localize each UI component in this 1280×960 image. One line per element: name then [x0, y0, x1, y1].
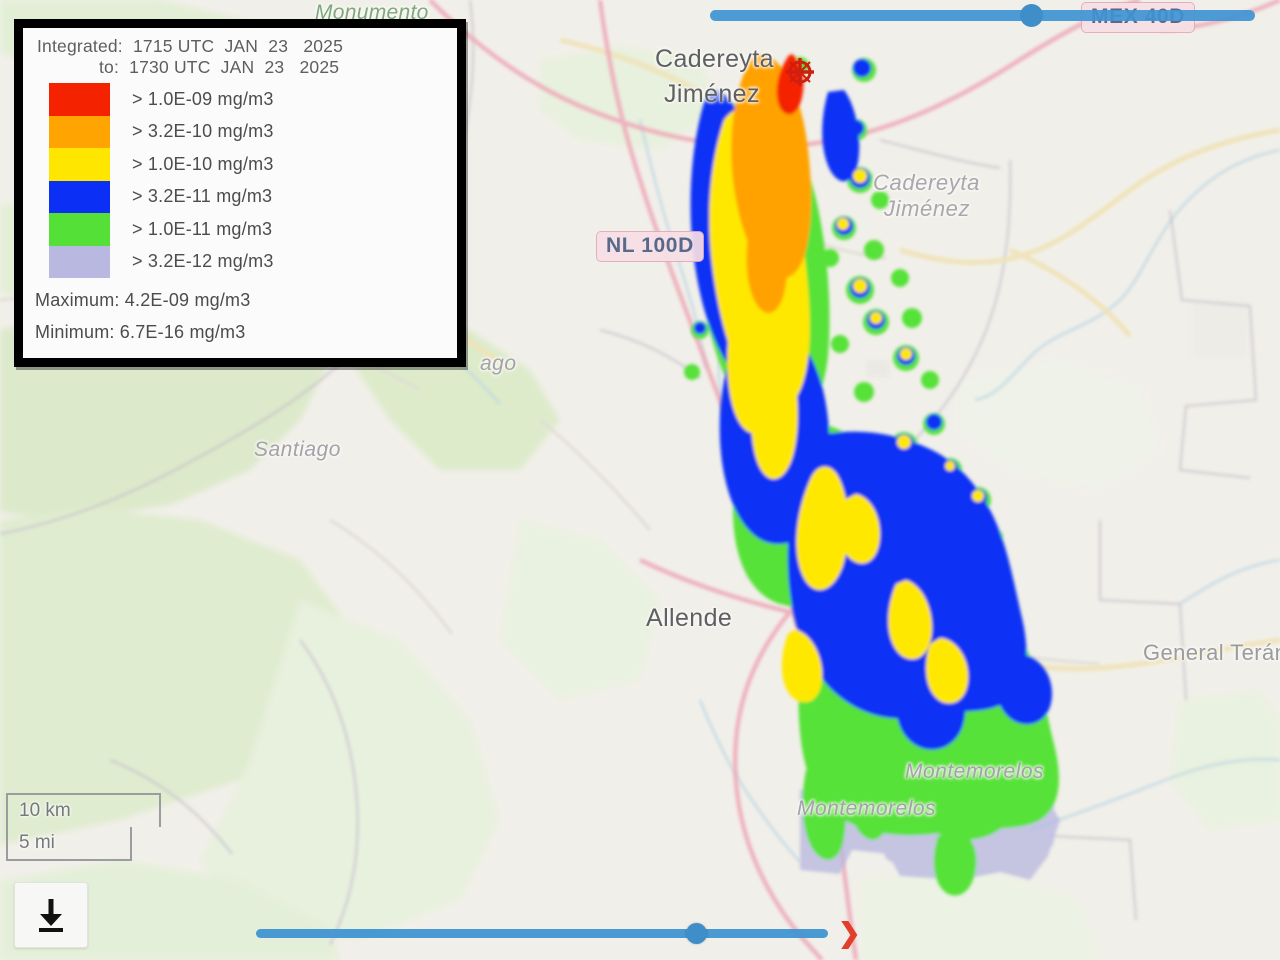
top-progress-handle[interactable] — [1020, 4, 1043, 27]
legend-color-swatch — [49, 148, 110, 181]
legend-color-swatch — [49, 213, 110, 246]
time-slider[interactable] — [256, 920, 828, 946]
time-slider-track[interactable] — [256, 929, 828, 938]
road-shield-nl-100d: NL 100D — [596, 231, 704, 262]
legend-row: > 1.0E-10 mg/m3 — [49, 148, 457, 181]
legend-threshold-label: > 1.0E-11 mg/m3 — [132, 218, 273, 239]
legend-minimum: Minimum: 6.7E-16 mg/m3 — [35, 322, 246, 342]
legend-row: > 1.0E-09 mg/m3 — [49, 83, 457, 116]
concentration-legend: Integrated: 1715 UTC JAN 23 2025 to: 173… — [14, 19, 466, 367]
scalebar-mi-label: 5 mi — [19, 832, 55, 853]
legend-rows: > 1.0E-09 mg/m3 > 3.2E-10 mg/m3 > 1.0E-10 … — [23, 83, 457, 278]
legend-header-line1: Integrated: 1715 UTC JAN 23 2025 — [37, 36, 344, 56]
download-icon — [39, 899, 63, 932]
time-slider-handle[interactable] — [686, 923, 708, 944]
legend-header: Integrated: 1715 UTC JAN 23 2025 to: 173… — [23, 28, 457, 78]
scalebar-mi-row: 5 mi — [6, 827, 132, 861]
scalebar-km-label: 10 km — [19, 800, 71, 821]
legend-threshold-label: > 1.0E-10 mg/m3 — [132, 153, 274, 174]
legend-threshold-label: > 3.2E-11 mg/m3 — [132, 186, 273, 207]
map-scalebar: 10 km 5 mi — [6, 793, 161, 861]
next-frame-button[interactable]: ❯ — [838, 918, 861, 948]
legend-color-swatch — [49, 83, 110, 116]
legend-color-swatch — [49, 115, 110, 148]
legend-row: > 1.0E-11 mg/m3 — [49, 213, 457, 246]
legend-threshold-label: > 3.2E-10 mg/m3 — [132, 121, 274, 142]
download-button[interactable] — [14, 882, 88, 948]
legend-color-swatch — [49, 180, 110, 213]
legend-maximum: Maximum: 4.2E-09 mg/m3 — [35, 290, 251, 310]
scalebar-km-row: 10 km — [6, 793, 161, 827]
legend-row: > 3.2E-11 mg/m3 — [49, 180, 457, 213]
legend-row: > 3.2E-10 mg/m3 — [49, 115, 457, 148]
legend-threshold-label: > 3.2E-12 mg/m3 — [132, 251, 274, 272]
legend-row: > 3.2E-12 mg/m3 — [49, 245, 457, 278]
legend-header-line2: to: 1730 UTC JAN 23 2025 — [99, 57, 340, 77]
top-progress-track[interactable] — [710, 10, 1255, 21]
legend-color-swatch — [49, 245, 110, 278]
legend-footer: Maximum: 4.2E-09 mg/m3 Minimum: 6.7E-16 … — [23, 290, 457, 343]
legend-threshold-label: > 1.0E-09 mg/m3 — [132, 88, 274, 109]
